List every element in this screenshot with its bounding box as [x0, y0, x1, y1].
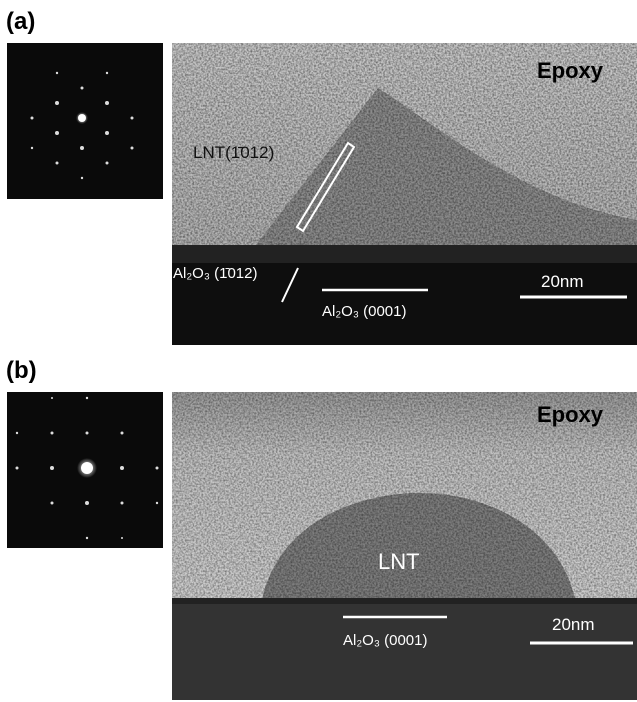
annotation: Al₂O₃ (0001) — [343, 632, 427, 649]
annotation: LNT — [378, 549, 420, 574]
annotation: Al₂O₃ (1̄012) — [173, 265, 257, 282]
panel-label: (a) — [6, 8, 35, 35]
region-label: Epoxy — [537, 58, 604, 83]
scale-label: 20nm — [541, 272, 584, 291]
annotation: LNT(1̄012) — [193, 143, 274, 162]
scale-label: 20nm — [552, 615, 595, 634]
annotation: Al₂O₃ (0001) — [322, 303, 406, 320]
panel-label: (b) — [6, 357, 37, 384]
region-label: Epoxy — [537, 402, 604, 427]
figure: (a) Epoxy LNT(1̄012) Al₂O₃ (1̄012) Al₂O₃… — [0, 0, 637, 702]
tem-image — [172, 392, 637, 700]
tem-image — [172, 43, 637, 345]
